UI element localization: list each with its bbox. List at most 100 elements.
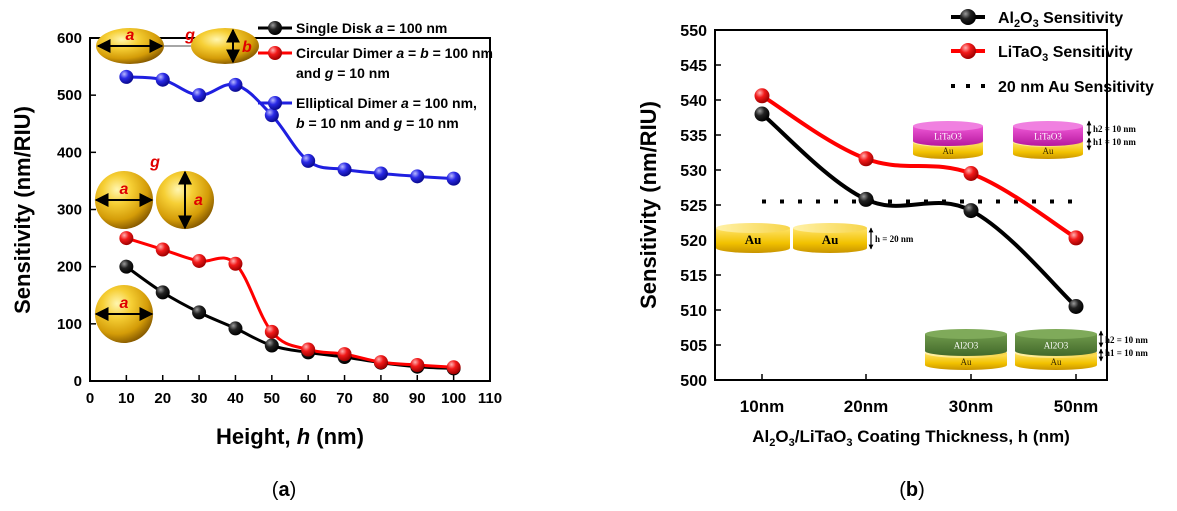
data-point-litao3 [963, 166, 979, 181]
legend-marker-elliptical [268, 96, 282, 110]
legend-label-au_ref: 20 nm Au Sensitivity [998, 79, 1154, 96]
litao3-layer-b: LiTaO3 [1013, 121, 1083, 146]
panel-a-x-label: Height, h (nm) [216, 424, 364, 449]
x-tick-label: 110 [478, 390, 502, 407]
y-tick-label: 550 [680, 23, 707, 40]
svg-text:g: g [149, 154, 160, 171]
x-tick-label: 80 [373, 390, 390, 407]
data-point-circular [446, 360, 461, 375]
x-tick-label: 20nm [844, 397, 888, 416]
data-point-circular [264, 324, 279, 339]
y-tick-label: 535 [680, 128, 707, 145]
svg-text:a: a [194, 192, 203, 209]
data-point-elliptical [119, 69, 134, 84]
data-point-single [228, 321, 243, 336]
au-disk-b [793, 223, 867, 253]
data-point-elliptical [373, 166, 388, 181]
x-tick-label: 50nm [1054, 397, 1098, 416]
svg-text:a: a [120, 295, 129, 312]
series-line-circular [125, 236, 454, 369]
data-point-single [155, 285, 170, 300]
x-tick-label: 40 [227, 390, 244, 407]
data-point-elliptical [337, 162, 352, 177]
au-disk-label: Au [822, 232, 839, 247]
legend-label-single: Single Disk a = 100 nm [296, 20, 447, 36]
series-line-litao3 [760, 94, 1078, 240]
data-point-single [192, 305, 207, 320]
panel-a-legend: Single Disk a = 100 nm Circular Dimer a =… [258, 20, 493, 131]
x-tick-label: 100 [441, 390, 466, 407]
data-point-litao3 [858, 151, 874, 167]
y-tick-label: 300 [57, 202, 82, 219]
x-tick-label: 90 [409, 390, 426, 407]
panel-a: 0 10 20 30 40 50 60 70 80 90 100 110 0 100 200 300 400 50… [10, 20, 502, 501]
legend-label-elliptical: Elliptical Dimer a = 100 nm, [296, 95, 477, 111]
legend-label-cont-elliptical: b = 10 nm and g = 10 nm [296, 115, 459, 131]
legend-marker-litao3 [960, 43, 976, 59]
y-tick-label: 100 [57, 316, 82, 333]
y-tick-label: 0 [74, 373, 82, 390]
x-tick-label: 10 [118, 390, 135, 407]
data-point-circular [373, 355, 388, 370]
y-tick-label: 400 [57, 144, 82, 161]
panel-b: 10nm 20nm 30nm 50nm 500 505 510 515 520 525 530 535… [636, 9, 1154, 501]
data-point-elliptical [192, 88, 207, 103]
x-tick-label: 30nm [949, 397, 993, 416]
svg-text:b: b [242, 39, 252, 56]
data-point-circular [301, 342, 316, 357]
x-tick-label: 50 [263, 390, 280, 407]
svg-text:Au: Au [1051, 357, 1062, 367]
legend-label-circular: Circular Dimer a = b = 100 nm [296, 45, 493, 61]
data-point-elliptical [410, 169, 425, 184]
data-point-al2o3 [963, 203, 979, 219]
y-tick-label: 500 [680, 373, 707, 390]
data-point-single [119, 259, 134, 274]
h2-label: h2 = 10 nm [1105, 335, 1148, 345]
data-point-elliptical [446, 171, 461, 186]
y-tick-label: 600 [57, 30, 82, 47]
x-tick-label: 70 [336, 390, 353, 407]
data-point-circular [192, 253, 207, 268]
svg-text:g: g [184, 27, 195, 44]
y-tick-label: 500 [57, 87, 82, 104]
data-point-elliptical [301, 153, 316, 168]
y-tick-label: 540 [680, 93, 707, 110]
svg-text:Au: Au [961, 357, 972, 367]
data-point-single [264, 338, 279, 353]
y-tick-label: 515 [680, 268, 707, 285]
panel-b-legend: Al2O3 Sensitivity LiTaO3 Sensitivity 20 nm… [951, 9, 1154, 96]
legend-label-cont-circular: and g = 10 nm [296, 65, 390, 81]
h1-label: h1 = 10 nm [1093, 137, 1136, 147]
h1-label: h1 = 10 nm [1105, 348, 1148, 358]
y-tick-label: 505 [680, 338, 707, 355]
single-disk-inset: a [94, 285, 154, 343]
legend-marker-single [268, 21, 282, 35]
al2o3-stack-inset: Au Al2O3 Au Al2O3 h2 = 10 nm h1 = 10 nm [925, 329, 1148, 370]
data-point-elliptical [264, 108, 279, 123]
elliptical-dimer-inset: a b g [96, 27, 259, 64]
litao3-stack-inset: Au LiTaO3 Au LiTaO3 h2 = 10 nm h1 = 10 nm [913, 120, 1136, 159]
y-tick-label: 520 [680, 233, 707, 250]
data-point-circular [337, 347, 352, 362]
au-disk-a [716, 223, 790, 253]
panel-a-y-label: Sensitivity (nm/RIU) [10, 106, 35, 314]
data-point-litao3 [1068, 230, 1084, 246]
data-point-elliptical [228, 77, 243, 92]
series-line-al2o3 [760, 112, 1078, 308]
x-tick-label: 20 [154, 390, 171, 407]
svg-text:Al2O3: Al2O3 [1044, 341, 1069, 351]
data-point-circular [228, 256, 243, 271]
h2-label: h2 = 10 nm [1093, 124, 1136, 134]
svg-text:Au: Au [1043, 146, 1054, 156]
svg-text:LiTaO3: LiTaO3 [1034, 132, 1062, 142]
data-point-circular [155, 242, 170, 257]
svg-text:Au: Au [943, 146, 954, 156]
litao3-layer-a: LiTaO3 [913, 121, 983, 146]
y-tick-label: 545 [680, 58, 707, 75]
svg-text:a: a [126, 27, 135, 44]
legend-marker-al2o3 [960, 9, 976, 25]
x-tick-label: 0 [86, 390, 94, 407]
data-point-al2o3 [1068, 299, 1084, 314]
data-point-al2o3 [858, 191, 874, 207]
